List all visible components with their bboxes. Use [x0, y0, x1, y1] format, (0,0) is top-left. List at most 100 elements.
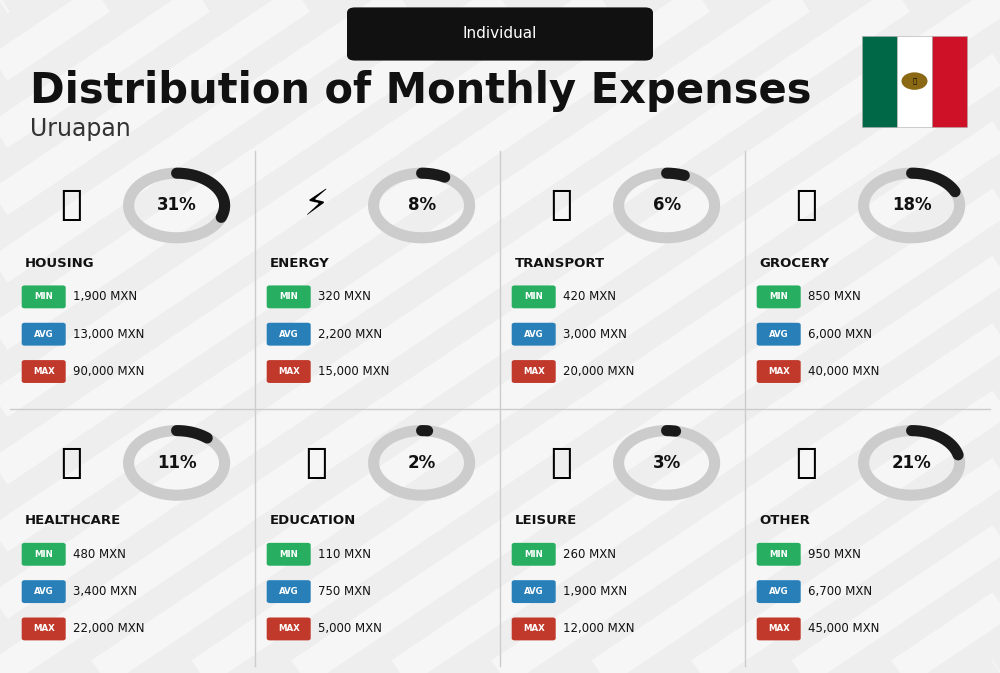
Text: 260 MXN: 260 MXN: [563, 548, 616, 561]
Text: MIN: MIN: [279, 550, 298, 559]
Text: AVG: AVG: [34, 330, 54, 339]
Text: 3%: 3%: [652, 454, 681, 472]
Text: 5,000 MXN: 5,000 MXN: [318, 623, 382, 635]
Text: 45,000 MXN: 45,000 MXN: [808, 623, 879, 635]
FancyBboxPatch shape: [347, 7, 653, 61]
Text: MIN: MIN: [769, 550, 788, 559]
FancyBboxPatch shape: [22, 580, 66, 603]
Text: 🏥: 🏥: [60, 446, 82, 480]
FancyBboxPatch shape: [757, 285, 801, 308]
Text: EDUCATION: EDUCATION: [270, 514, 356, 528]
Text: 20,000 MXN: 20,000 MXN: [563, 365, 634, 378]
Text: 2%: 2%: [407, 454, 436, 472]
FancyBboxPatch shape: [267, 543, 311, 566]
Text: HEALTHCARE: HEALTHCARE: [25, 514, 121, 528]
Text: TRANSPORT: TRANSPORT: [515, 257, 605, 270]
FancyBboxPatch shape: [22, 618, 66, 641]
Text: Distribution of Monthly Expenses: Distribution of Monthly Expenses: [30, 70, 812, 112]
Text: 3,000 MXN: 3,000 MXN: [563, 328, 627, 341]
FancyBboxPatch shape: [512, 285, 556, 308]
FancyBboxPatch shape: [22, 285, 66, 308]
Text: 480 MXN: 480 MXN: [73, 548, 126, 561]
Text: 13,000 MXN: 13,000 MXN: [73, 328, 144, 341]
Text: 11%: 11%: [157, 454, 196, 472]
Text: 21%: 21%: [892, 454, 931, 472]
FancyBboxPatch shape: [22, 360, 66, 383]
Text: 🏢: 🏢: [60, 188, 82, 223]
Text: GROCERY: GROCERY: [760, 257, 830, 270]
Text: MIN: MIN: [279, 292, 298, 302]
Text: MAX: MAX: [523, 625, 545, 633]
Text: 110 MXN: 110 MXN: [318, 548, 371, 561]
Text: AVG: AVG: [769, 330, 789, 339]
Text: LEISURE: LEISURE: [515, 514, 577, 528]
Text: MIN: MIN: [34, 292, 53, 302]
Text: AVG: AVG: [524, 587, 544, 596]
Text: Individual: Individual: [463, 26, 537, 42]
Text: 🎓: 🎓: [305, 446, 327, 480]
FancyBboxPatch shape: [267, 285, 311, 308]
FancyBboxPatch shape: [757, 543, 801, 566]
FancyBboxPatch shape: [932, 36, 967, 127]
Text: 🛒: 🛒: [795, 188, 817, 223]
Text: ⚡: ⚡: [304, 188, 329, 223]
FancyBboxPatch shape: [512, 323, 556, 346]
Text: 1,900 MXN: 1,900 MXN: [563, 585, 627, 598]
Text: 1,900 MXN: 1,900 MXN: [73, 290, 137, 304]
Text: MAX: MAX: [768, 367, 790, 376]
FancyBboxPatch shape: [267, 618, 311, 641]
Circle shape: [902, 73, 928, 90]
Text: 8%: 8%: [408, 197, 436, 215]
FancyBboxPatch shape: [267, 360, 311, 383]
Text: AVG: AVG: [279, 330, 299, 339]
Text: 40,000 MXN: 40,000 MXN: [808, 365, 879, 378]
Text: MAX: MAX: [33, 625, 55, 633]
Text: 31%: 31%: [157, 197, 196, 215]
Text: 18%: 18%: [892, 197, 931, 215]
Text: 420 MXN: 420 MXN: [563, 290, 616, 304]
Text: 850 MXN: 850 MXN: [808, 290, 860, 304]
FancyBboxPatch shape: [512, 360, 556, 383]
Text: MIN: MIN: [524, 550, 543, 559]
Text: 22,000 MXN: 22,000 MXN: [73, 623, 144, 635]
Text: AVG: AVG: [524, 330, 544, 339]
FancyBboxPatch shape: [512, 580, 556, 603]
FancyBboxPatch shape: [22, 323, 66, 346]
FancyBboxPatch shape: [22, 543, 66, 566]
Text: AVG: AVG: [769, 587, 789, 596]
Text: MAX: MAX: [278, 625, 300, 633]
Text: OTHER: OTHER: [760, 514, 811, 528]
FancyBboxPatch shape: [757, 360, 801, 383]
Text: 🦅: 🦅: [912, 78, 917, 84]
FancyBboxPatch shape: [862, 36, 897, 127]
FancyBboxPatch shape: [512, 618, 556, 641]
Text: 12,000 MXN: 12,000 MXN: [563, 623, 634, 635]
FancyBboxPatch shape: [897, 36, 932, 127]
FancyBboxPatch shape: [757, 580, 801, 603]
Text: MAX: MAX: [33, 367, 55, 376]
Text: 6%: 6%: [653, 197, 681, 215]
Text: 950 MXN: 950 MXN: [808, 548, 861, 561]
Text: 2,200 MXN: 2,200 MXN: [318, 328, 382, 341]
Text: 3,400 MXN: 3,400 MXN: [73, 585, 137, 598]
Text: MIN: MIN: [34, 550, 53, 559]
Text: AVG: AVG: [34, 587, 54, 596]
Text: MAX: MAX: [768, 625, 790, 633]
Text: MAX: MAX: [278, 367, 300, 376]
Text: 6,700 MXN: 6,700 MXN: [808, 585, 872, 598]
Text: ENERGY: ENERGY: [270, 257, 329, 270]
FancyBboxPatch shape: [512, 543, 556, 566]
Text: 6,000 MXN: 6,000 MXN: [808, 328, 872, 341]
FancyBboxPatch shape: [757, 618, 801, 641]
Text: 15,000 MXN: 15,000 MXN: [318, 365, 389, 378]
Text: MIN: MIN: [769, 292, 788, 302]
Text: 🛍: 🛍: [550, 446, 572, 480]
FancyBboxPatch shape: [267, 580, 311, 603]
Text: MIN: MIN: [524, 292, 543, 302]
FancyBboxPatch shape: [757, 323, 801, 346]
Text: AVG: AVG: [279, 587, 299, 596]
Text: Uruapan: Uruapan: [30, 117, 131, 141]
Text: HOUSING: HOUSING: [25, 257, 94, 270]
Text: 750 MXN: 750 MXN: [318, 585, 371, 598]
Text: 💰: 💰: [795, 446, 817, 480]
